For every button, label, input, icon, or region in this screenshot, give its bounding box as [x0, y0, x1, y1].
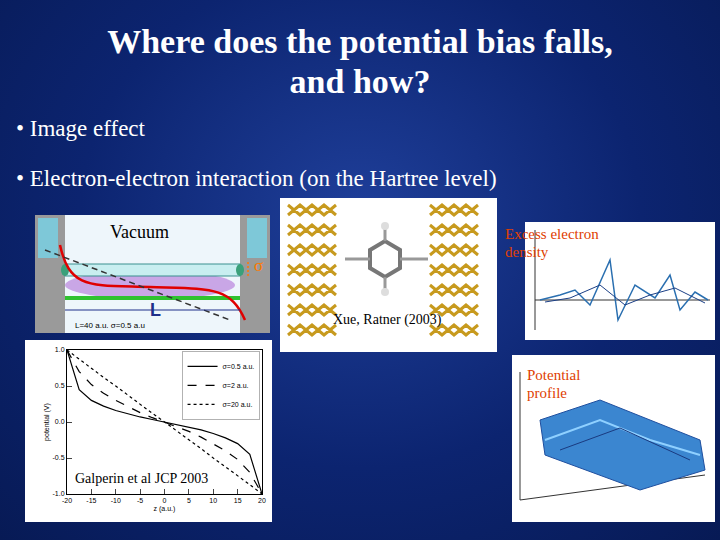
html-text:Vacuum: Vacuum: [110, 222, 169, 242]
html-text:• Electron-electron interactio: • Electron-electron interaction (on the …: [16, 166, 497, 191]
svg-text:σ=20 a.u.: σ=20 a.u.: [223, 401, 253, 408]
html-text:L=40 a.u. σ=0.5 a.u: L=40 a.u. σ=0.5 a.u: [75, 321, 145, 330]
svg-text:-1.0: -1.0: [53, 490, 65, 497]
svg-text:potential (V): potential (V): [43, 403, 51, 441]
svg-text:15: 15: [234, 497, 242, 504]
html-text:Where does the potential bias: Where does the potential bias falls,: [107, 23, 613, 60]
svg-text:20: 20: [258, 497, 266, 504]
svg-text:0.0: 0.0: [55, 418, 65, 425]
html-text:Xue, Ratner (2003): Xue, Ratner (2003): [333, 312, 442, 327]
html-text:• Image effect: • Image effect: [16, 116, 145, 141]
svg-text:-0.5: -0.5: [53, 454, 65, 461]
svg-text:1.0: 1.0: [55, 346, 65, 353]
html-text:and how?: and how?: [289, 63, 431, 100]
svg-text:-5: -5: [137, 497, 143, 504]
svg-text:-15: -15: [86, 497, 96, 504]
html-text:L: L: [150, 300, 161, 320]
html-text:Potential profile: Potential profile: [527, 367, 581, 401]
svg-text:z (a.u.): z (a.u.): [154, 505, 176, 513]
html-text:σ: σ: [254, 256, 264, 275]
svg-text:-10: -10: [111, 497, 121, 504]
svg-text:Galperin et al JCP 2003: Galperin et al JCP 2003: [75, 471, 208, 486]
html-text:Excess electron density: Excess electron density: [505, 226, 599, 260]
svg-text:σ=2 a.u.: σ=2 a.u.: [223, 382, 249, 389]
svg-text:0.5: 0.5: [55, 382, 65, 389]
svg-text:0: 0: [163, 497, 167, 504]
svg-text:-20: -20: [62, 497, 72, 504]
svg-text:5: 5: [187, 497, 191, 504]
svg-text:σ=0.5 a.u.: σ=0.5 a.u.: [223, 363, 255, 370]
svg-text:10: 10: [209, 497, 217, 504]
